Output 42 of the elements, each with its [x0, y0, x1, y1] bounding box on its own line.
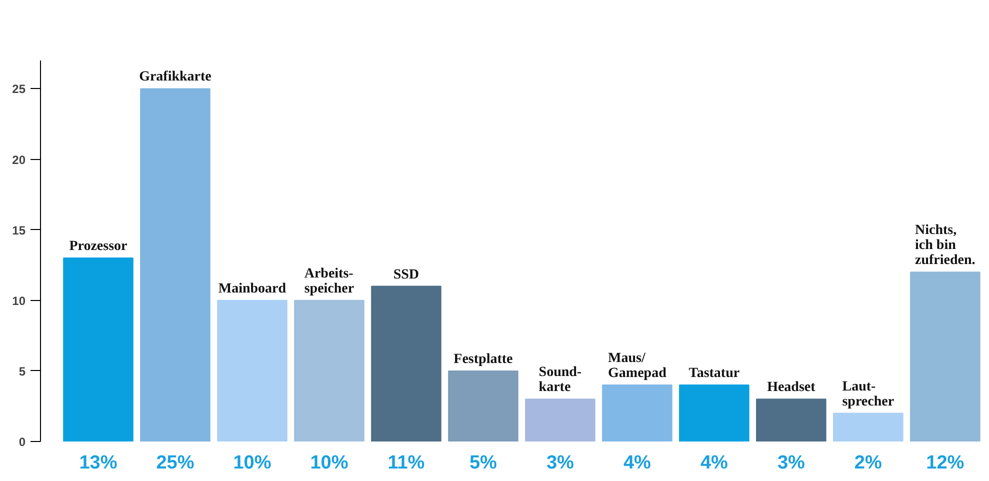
bar — [833, 412, 904, 442]
bar — [294, 300, 364, 442]
data-label: 5% — [469, 452, 498, 474]
x-tick-label: Sound- karte — [538, 365, 582, 396]
data-label: 10% — [310, 452, 348, 474]
y-tick-label: 5 — [18, 364, 26, 378]
bar — [679, 384, 750, 442]
bar — [910, 272, 980, 442]
x-tick-label: Tastatur — [688, 366, 740, 382]
y-tick-label: 15 — [12, 223, 26, 238]
data-label: 13% — [79, 452, 118, 474]
x-tick-label: Grafikkarte — [139, 70, 212, 85]
y-tick-label: 0 — [18, 435, 26, 449]
data-label: 11% — [388, 452, 425, 474]
x-tick-label: Maus/ Gamepad — [608, 351, 667, 382]
y-tick-label: 20 — [12, 152, 26, 167]
bar — [217, 300, 288, 442]
bar — [756, 398, 826, 442]
bar — [63, 258, 134, 442]
bar — [448, 370, 518, 442]
data-label: 4% — [623, 452, 652, 474]
data-label: 2% — [854, 452, 882, 474]
y-tick-label: 25 — [12, 82, 26, 96]
x-tick-label: Arbeits- speicher — [304, 266, 354, 296]
x-tick-label: Mainboard — [218, 281, 286, 296]
data-label: 4% — [700, 452, 728, 474]
data-label: 10% — [233, 452, 272, 474]
data-label: 3% — [777, 452, 806, 474]
x-tick-label: Headset — [767, 380, 816, 396]
bar — [525, 398, 596, 442]
bar — [140, 88, 210, 442]
x-tick-label: Festplatte — [454, 352, 513, 367]
x-tick-label: Nichts, ich bin zufrieden. — [915, 223, 976, 268]
bar — [371, 286, 442, 442]
y-tick-label: 10 — [12, 294, 26, 308]
data-label: 12% — [926, 452, 964, 474]
data-label: 3% — [546, 452, 574, 474]
x-tick-label: Prozessor — [69, 239, 128, 254]
x-tick-label: Laut- sprecher — [842, 379, 894, 410]
x-tick-label: SSD — [393, 267, 420, 282]
bar — [602, 384, 672, 442]
data-label: 25% — [156, 452, 194, 474]
